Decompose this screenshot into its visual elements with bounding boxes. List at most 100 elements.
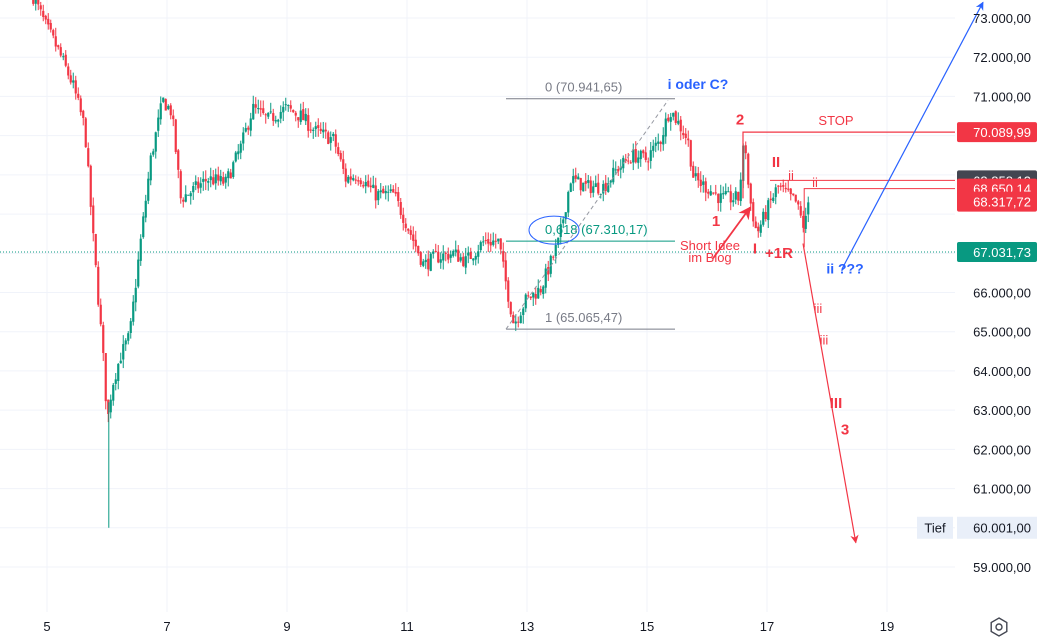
candle-body <box>284 104 287 106</box>
candle-body <box>477 251 480 257</box>
candle-body <box>489 242 492 246</box>
candle-body <box>544 268 547 288</box>
candle-body <box>369 185 372 188</box>
candle-body <box>614 169 617 171</box>
candle-body <box>724 191 727 195</box>
candle-body <box>534 294 537 299</box>
candle-body <box>659 141 662 144</box>
candle-body <box>179 171 182 199</box>
candle-body <box>519 315 522 324</box>
y-tick-label: 65.000,00 <box>973 325 1031 340</box>
candle-body <box>189 193 192 197</box>
candle-body <box>527 295 530 297</box>
candle-body <box>664 118 667 137</box>
candle-body <box>667 117 670 121</box>
candle-body <box>607 183 610 192</box>
candle-body <box>259 108 262 110</box>
y-tick-label: 72.000,00 <box>973 50 1031 65</box>
candle-body <box>82 110 85 119</box>
candle-body <box>147 178 150 201</box>
bullish-projection-arrow <box>841 1 984 270</box>
candle-body <box>232 162 235 177</box>
candle-body <box>792 193 795 196</box>
candle-body <box>784 187 787 190</box>
candle-body <box>239 143 242 153</box>
candle-body <box>209 176 212 181</box>
candle-body <box>769 198 772 201</box>
candle-body <box>102 325 105 353</box>
candle-body <box>334 134 337 147</box>
candle-body <box>332 133 335 136</box>
candle-body <box>469 251 472 260</box>
candle-body <box>234 152 237 162</box>
candle-body <box>374 185 377 201</box>
candle-body <box>804 215 807 229</box>
candle-body <box>294 112 297 116</box>
candle-body <box>152 151 155 155</box>
candle-body <box>562 219 565 224</box>
candle-body <box>187 194 190 196</box>
candle-body <box>629 162 632 164</box>
candle-body <box>324 129 327 132</box>
candle-body <box>692 165 695 178</box>
candle-body <box>344 168 347 182</box>
candle-body <box>782 185 785 187</box>
candles <box>32 0 810 528</box>
short-idea-arrow <box>712 206 751 259</box>
candle-body <box>484 240 487 242</box>
x-tick-label: 17 <box>760 619 774 634</box>
candle-body <box>437 251 440 263</box>
candle-body <box>237 151 240 155</box>
candle-body <box>154 132 157 152</box>
candle-body <box>364 181 367 187</box>
candle-body <box>499 238 502 250</box>
candle-body <box>192 186 195 193</box>
candle-body <box>762 211 765 225</box>
candle-body <box>314 126 317 130</box>
candle-body <box>592 186 595 193</box>
tief-value-badge <box>957 516 1037 539</box>
candle-body <box>312 129 315 131</box>
candle-body <box>602 184 605 194</box>
candle-body <box>277 119 280 122</box>
settings-icon[interactable] <box>990 617 1008 637</box>
time-axis[interactable]: 5 7 9 11 13 15 17 19 <box>43 619 894 634</box>
candle-body <box>582 182 585 192</box>
drawing-overlays: 0 (70.941,65) 0,618 (67.310,17) 1 (65.065,… <box>505 1 984 544</box>
candle-body <box>797 201 800 205</box>
wave-label: I <box>753 241 757 258</box>
candle-body <box>62 56 65 58</box>
x-tick-label: 7 <box>163 619 170 634</box>
candle-body <box>174 119 177 152</box>
candle-body <box>327 132 330 144</box>
candle-body <box>274 120 277 122</box>
candle-body <box>542 286 545 295</box>
candle-body <box>84 118 87 148</box>
candle-body <box>337 147 340 155</box>
candle-body <box>207 181 210 183</box>
bearish-projection-arrow <box>802 243 859 544</box>
y-tick-label: 73.000,00 <box>973 11 1031 26</box>
candle-body <box>449 254 452 258</box>
candle-body <box>434 250 437 253</box>
wave-label: iii <box>820 332 829 347</box>
x-tick-label: 13 <box>520 619 534 634</box>
tief-label: Tief <box>924 521 946 536</box>
candle-body <box>87 148 90 167</box>
candle-body <box>652 145 655 151</box>
candle-body <box>269 111 272 113</box>
candle-body <box>569 183 572 192</box>
candle-body <box>339 153 342 160</box>
candle-body <box>92 205 95 234</box>
y-tick-label: 62.000,00 <box>973 442 1031 457</box>
price-axis[interactable]: 59.000,00 61.000,00 62.000,00 63.000,00 64.0… <box>917 11 1037 575</box>
candle-body <box>702 181 705 185</box>
candle-body <box>117 363 120 381</box>
candle-body <box>204 178 207 182</box>
candle-body <box>94 233 97 266</box>
candle-body <box>612 167 615 183</box>
tief-value: 60.001,00 <box>973 521 1031 536</box>
candle-body <box>407 228 410 231</box>
x-tick-label: 9 <box>283 619 290 634</box>
